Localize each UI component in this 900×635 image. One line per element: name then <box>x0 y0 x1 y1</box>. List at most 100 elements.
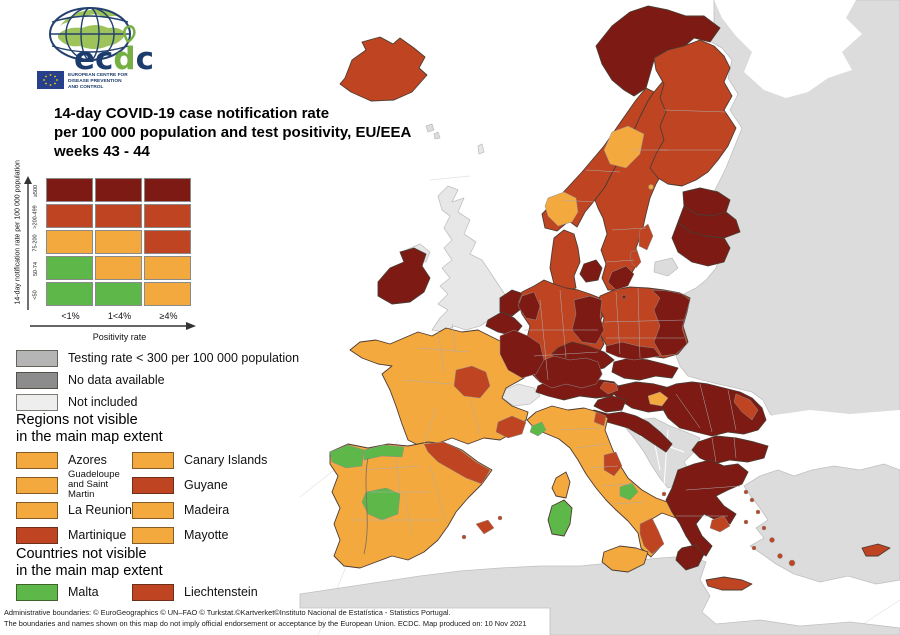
regions-heading-line2: in the main map extent <box>16 429 163 445</box>
title-line3: weeks 43 - 44 <box>54 143 150 160</box>
risk-matrix-legend: 14-day notification rate per 100 000 pop… <box>0 160 250 346</box>
eu-flag-icon <box>37 71 64 89</box>
region-borders-spain <box>352 457 447 535</box>
page-title: 14-day COVID-19 case notification rate p… <box>54 104 411 161</box>
map-patch-calabria <box>639 517 665 555</box>
map-region-mallorca <box>475 519 495 535</box>
matrix-row-label: 75-200 <box>33 234 40 252</box>
matrix-col-label: 1<4% <box>107 311 132 321</box>
map-region-oland <box>629 249 642 269</box>
map-patch-france-northeast <box>499 329 545 379</box>
matrix-grid <box>46 178 191 306</box>
legend-panel: ecdc EUROPEAN CENTRE FOR DISEASE PREVENT… <box>0 0 411 635</box>
logo-curl <box>123 25 136 43</box>
map-patch-galicia <box>329 444 365 469</box>
map-patch-hungary-west <box>647 391 669 407</box>
map-region-bulgaria <box>691 435 769 465</box>
legend-label: Not included <box>68 395 138 409</box>
matrix-cell <box>46 178 93 202</box>
matrix-cell <box>46 204 93 228</box>
regions-not-visible-list: Azores Canary Islands Guadeloupe and Saint… <box>16 448 306 547</box>
map-patch-aosta <box>529 421 547 437</box>
map-patch-sweden-skane <box>607 265 635 291</box>
matrix-row-label: >200-499 <box>33 205 39 229</box>
map-patch-spain-northeast <box>423 441 491 485</box>
map-patch-molise <box>619 482 639 501</box>
matrix-cell <box>95 256 142 280</box>
legend-swatch <box>16 501 58 519</box>
legend-item: Mayotte <box>132 523 306 547</box>
matrix-col-labels: <1% 1<4% ≥4% <box>46 311 193 321</box>
legend-swatch <box>132 451 174 469</box>
logo-word-c: c <box>136 41 154 77</box>
matrix-cell <box>46 282 93 306</box>
map-region-aland <box>648 184 654 190</box>
map-region-kaliningrad <box>653 257 679 277</box>
map-region-menorca <box>497 515 503 521</box>
countries-heading-line1: Countries not visible <box>16 546 147 562</box>
map-sea-black-sea <box>760 410 900 474</box>
legend-item: Guadeloupe and Saint Martin <box>16 469 132 500</box>
matrix-cell <box>46 230 93 254</box>
matrix-row-label: 50-74 <box>32 261 39 277</box>
map-region-iberia <box>329 441 493 569</box>
title-line2: per 100 000 population and test positivi… <box>54 124 412 141</box>
map-patch-friuli <box>593 411 607 427</box>
map-region-shetland <box>477 143 485 155</box>
region-borders-italy <box>559 427 645 505</box>
map-region-ibiza <box>461 534 467 540</box>
legend-item: Testing rate < 300 per 100 000 populatio… <box>16 348 299 368</box>
map-patch-romania-east <box>733 393 759 421</box>
legend-label: Azores <box>68 453 107 467</box>
legend-item: La Reunion <box>16 498 132 522</box>
legend-label: No data available <box>68 373 165 387</box>
legend-swatch <box>132 501 174 519</box>
legend-label: Liechtenstein <box>184 585 258 599</box>
regions-section-heading: Regions not visible in the main map exte… <box>16 412 163 446</box>
legend-label: Canary Islands <box>184 453 268 467</box>
legend-swatch <box>132 526 174 544</box>
map-region-cyprus <box>861 543 891 557</box>
map-patch-attica <box>709 515 731 533</box>
logo-sub-line3: AND CONTROL <box>68 84 104 90</box>
legend-swatch <box>132 583 174 601</box>
matrix-cell <box>144 178 191 202</box>
legend-swatch <box>132 476 174 494</box>
logo-word-ec: ec <box>74 41 113 77</box>
map-aegean-islands <box>661 489 796 567</box>
legend-item: Not included <box>16 392 299 412</box>
map-patch-asturias <box>363 444 405 461</box>
matrix-cell <box>95 282 142 306</box>
legend-item: Canary Islands <box>132 448 306 472</box>
title-line1: 14-day COVID-19 case notification rate <box>54 105 330 122</box>
matrix-row-label: <50 <box>33 290 39 300</box>
matrix-row-labels: ≥500 >200-499 75-200 50-74 <50 <box>28 178 44 308</box>
map-patch-sweden-mid <box>603 125 645 169</box>
map-region-corsica <box>551 471 571 499</box>
legend-item: Liechtenstein <box>132 580 306 604</box>
footer-attribution: Administrative boundaries: © EuroGeograp… <box>4 607 526 629</box>
map-region-gotland <box>638 223 654 251</box>
matrix-cell <box>95 178 142 202</box>
matrix-cell <box>144 204 191 228</box>
legend-label: Guadeloupe and Saint Martin <box>68 469 120 500</box>
map-region-faroe-islands <box>425 123 441 140</box>
legend-item: Martinique <box>16 523 132 547</box>
map-region-slovenia <box>593 395 627 413</box>
footer-line2: The boundaries and names shown on this m… <box>4 619 527 628</box>
globe-icon <box>49 7 131 61</box>
countries-not-visible-list: Malta Liechtenstein <box>16 580 306 604</box>
matrix-cell <box>144 230 191 254</box>
map-patch-poland-east <box>651 289 691 357</box>
legend-label: Malta <box>68 585 99 599</box>
map-region-france <box>349 327 531 447</box>
map-patch-france-southeast <box>495 415 527 439</box>
matrix-col-label: <1% <box>61 311 80 321</box>
legend-item: No data available <box>16 370 299 390</box>
legend-item: Guyane <box>132 473 306 497</box>
legend-item: Malta <box>16 580 132 604</box>
legend-swatch <box>16 349 58 367</box>
legend-label: La Reunion <box>68 503 132 517</box>
